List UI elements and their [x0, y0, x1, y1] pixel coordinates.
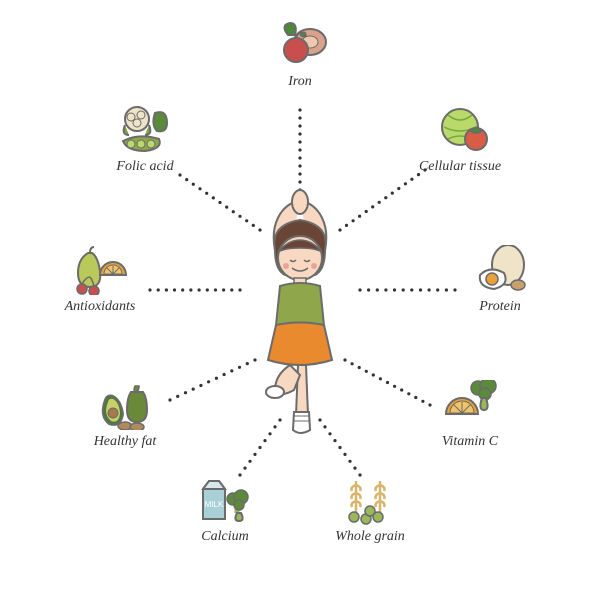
- nutrient-iron: Iron: [250, 20, 350, 90]
- calcium-food-icon: MILK: [175, 475, 275, 525]
- protein-label: Protein: [450, 299, 550, 315]
- vitamin-c-food-icon: [420, 380, 520, 430]
- nutrient-antioxidants: Antioxidants: [50, 245, 150, 315]
- folic-acid-label: Folic acid: [95, 159, 195, 175]
- center-yoga-figure: [220, 180, 380, 440]
- folic-acid-food-icon: [95, 105, 195, 155]
- nutrient-folic-acid: Folic acid: [95, 105, 195, 175]
- iron-label: Iron: [250, 74, 350, 90]
- calcium-label: Calcium: [175, 529, 275, 545]
- healthy-fat-food-icon: [75, 380, 175, 430]
- iron-food-icon: [250, 20, 350, 70]
- protein-food-icon: [450, 245, 550, 295]
- svg-text:MILK: MILK: [205, 500, 224, 509]
- vitamin-c-label: Vitamin C: [420, 434, 520, 450]
- nutrient-calcium: MILK Calcium: [175, 475, 275, 545]
- nutrient-protein: Protein: [450, 245, 550, 315]
- nutrient-whole-grain: Whole grain: [320, 475, 420, 545]
- nutrient-healthy-fat: Healthy fat: [75, 380, 175, 450]
- cellular-tissue-food-icon: [410, 105, 510, 155]
- whole-grain-food-icon: [320, 475, 420, 525]
- antioxidants-label: Antioxidants: [50, 299, 150, 315]
- cellular-tissue-label: Cellular tissue: [410, 159, 510, 175]
- healthy-fat-label: Healthy fat: [75, 434, 175, 450]
- antioxidants-food-icon: [50, 245, 150, 295]
- whole-grain-label: Whole grain: [320, 529, 420, 545]
- infographic-stage: Iron Cellular tissue Protein: [0, 0, 600, 600]
- nutrient-cellular-tissue: Cellular tissue: [410, 105, 510, 175]
- nutrient-vitamin-c: Vitamin C: [420, 380, 520, 450]
